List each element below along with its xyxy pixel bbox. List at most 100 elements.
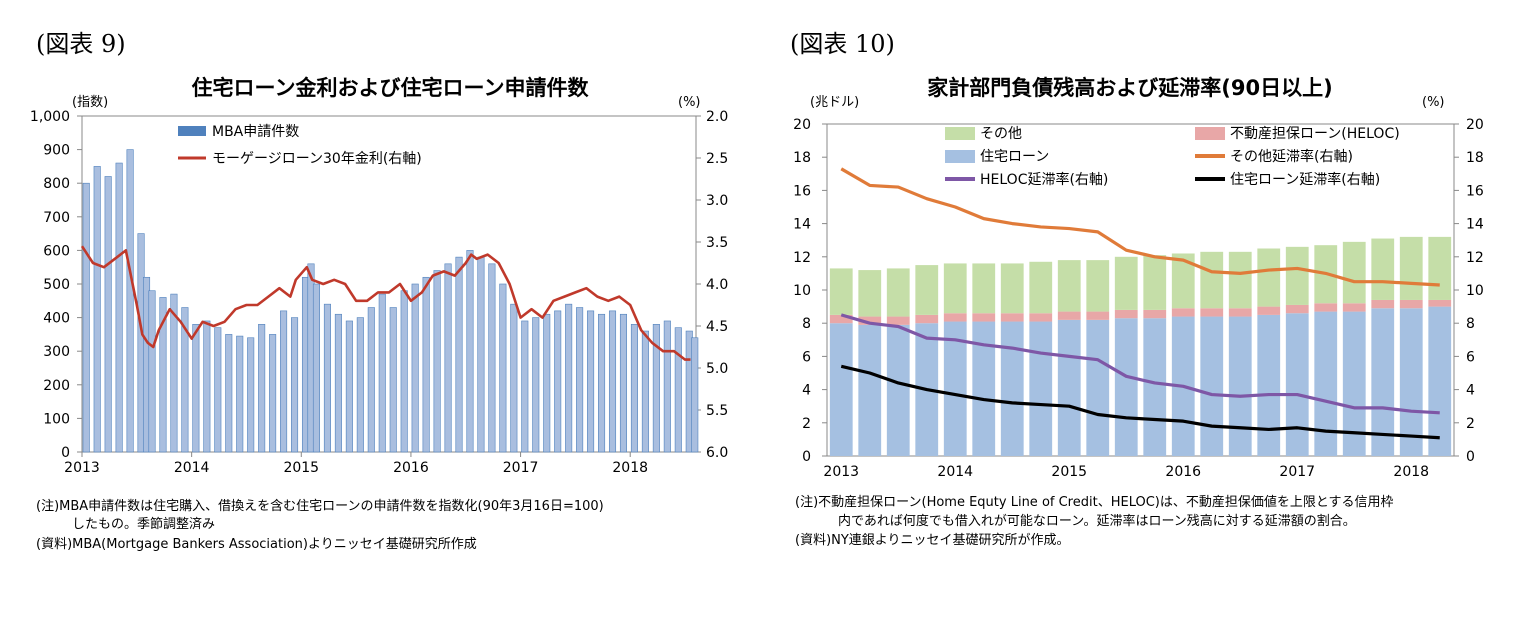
debt-bar-segment: [1342, 303, 1366, 312]
legend-swatch: [945, 150, 975, 163]
right-y-tick-label: 6: [1466, 349, 1475, 365]
left-y-tick-label: 4: [802, 383, 811, 399]
left-y-tick-label: 100: [43, 411, 70, 427]
left-y-tick-label: 10: [793, 283, 811, 299]
application-bar: [258, 324, 266, 453]
left-y-tick-label: 400: [43, 311, 70, 327]
legend-label: その他延滞率(右軸): [1230, 148, 1353, 165]
debt-bar-segment: [886, 324, 910, 456]
application-bar: [159, 297, 167, 453]
debt-bar-segment: [1342, 311, 1366, 456]
application-bar: [466, 250, 474, 453]
right-y-tick-label: 4.0: [706, 277, 728, 293]
debt-bar-segment: [1257, 306, 1281, 315]
application-bar: [619, 313, 628, 453]
left-axis-unit: (指数): [72, 95, 108, 110]
debt-bar-segment: [1228, 308, 1252, 317]
application-bar: [126, 149, 134, 453]
application-bar: [630, 324, 638, 453]
debt-bar-segment: [1200, 251, 1224, 309]
application-bar: [422, 276, 430, 453]
right-y-tick-label: 0: [1466, 449, 1475, 465]
legend-swatch: [945, 127, 975, 140]
delinquency-line: [840, 364, 1440, 440]
debt-bar-segment: [972, 313, 996, 322]
application-bar: [543, 313, 551, 453]
application-bar: [411, 283, 419, 453]
debt-bar-segment: [886, 268, 910, 317]
legend-bar-swatch: [178, 126, 206, 136]
debt-bar-segment: [943, 313, 967, 322]
right-y-tick-label: 20: [1466, 117, 1484, 133]
left-y-tick-label: 300: [43, 344, 70, 360]
application-bar: [499, 283, 507, 453]
application-bar: [576, 307, 584, 453]
debt-bar-segment: [1257, 248, 1281, 307]
right-y-tick-label: 6.0: [706, 445, 728, 461]
chart-title: 住宅ローン金利および住宅ローン申請件数: [192, 76, 590, 100]
mortgage-rate-applications-chart: 住宅ローン金利および住宅ローン申請件数 (指数) (%) 0 100 200 300 400 5…: [30, 76, 728, 476]
application-bar: [652, 324, 660, 453]
x-tick-label: 2018: [612, 460, 648, 476]
application-bar: [104, 176, 112, 453]
x-tick-label: 2014: [174, 460, 210, 476]
right-y-tick-label: 14: [1466, 217, 1484, 233]
debt-bar-segment: [1285, 246, 1309, 305]
debt-bar-segment: [915, 265, 939, 315]
application-bar: [115, 162, 123, 453]
debt-bar-segment: [1428, 306, 1452, 456]
application-bar: [455, 256, 463, 453]
application-bar: [334, 313, 342, 453]
debt-bar-segment: [1371, 308, 1395, 456]
debt-bar-segment: [1057, 260, 1081, 312]
debt-bar-segment: [1029, 313, 1053, 322]
x-tick-label: 2017: [503, 460, 539, 476]
right-note-1: (注)不動産担保ローン(Home Equty Line of Credit、HE…: [795, 495, 1394, 510]
application-bar: [554, 310, 562, 453]
debt-bar-segment: [1428, 236, 1452, 300]
legend-label: その他: [980, 126, 1022, 142]
application-bar: [587, 310, 595, 453]
debt-bar-segment: [1171, 308, 1195, 317]
debt-bar-segment: [915, 314, 939, 324]
debt-bar-segment: [1285, 304, 1309, 314]
left-y-tick-label: 1,000: [30, 109, 70, 125]
application-bar: [444, 263, 452, 453]
application-bar: [214, 327, 222, 453]
debt-bar-segment: [1314, 303, 1338, 312]
left-y-tick-label: 200: [43, 378, 70, 394]
right-y-tick-label: 4: [1466, 383, 1475, 399]
debt-bar-segment: [1257, 314, 1281, 456]
debt-bar-segment: [1428, 299, 1452, 307]
debt-bar-segment: [1114, 309, 1138, 319]
x-tick-label: 2015: [283, 460, 319, 476]
x-tick-label: 2017: [1279, 464, 1315, 480]
application-bar: [323, 303, 331, 453]
application-bar: [247, 337, 255, 453]
legend: その他 不動産担保ローン(HELOC) 住宅ローン その他延滞率(右軸) HELOC延滞…: [945, 126, 1400, 188]
debt-bar-segment: [1371, 238, 1395, 300]
left-source: (資料)MBA(Mortgage Bankers Association)よりニ…: [36, 537, 477, 552]
debt-bar-segment: [1399, 236, 1423, 300]
application-bar: [488, 263, 496, 453]
application-bar: [663, 320, 671, 453]
left-y-tick-label: 500: [43, 277, 70, 293]
legend-label: 住宅ローン: [980, 149, 1049, 165]
debt-bar-segment: [1143, 318, 1167, 456]
debt-bar-segment: [1057, 311, 1081, 320]
right-y-tick-label: 8: [1466, 316, 1475, 332]
application-bar: [433, 270, 441, 453]
application-bar: [181, 307, 189, 453]
debt-bar-segment: [886, 316, 910, 325]
debt-bar-segment: [1171, 253, 1195, 309]
debt-bar-segment: [1143, 309, 1167, 319]
debt-bar-segment: [1114, 256, 1138, 310]
debt-bar-segment: [858, 270, 882, 317]
debt-bar-segment: [1314, 311, 1338, 456]
debt-bar-segment: [1371, 299, 1395, 309]
right-y-tick-label: 18: [1466, 150, 1484, 166]
legend-swatch: [1195, 127, 1225, 140]
application-bar: [400, 290, 408, 453]
application-bar: [532, 317, 540, 453]
